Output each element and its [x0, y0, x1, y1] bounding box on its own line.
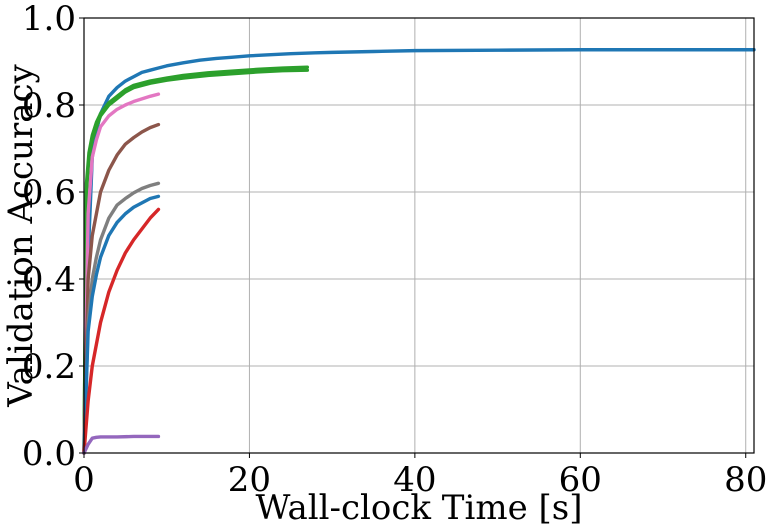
x-axis-ticks: 0 20 40 60 80 [73, 453, 767, 500]
series-line-7 [82, 194, 161, 455]
y-tick-label: 1.0 [22, 0, 76, 39]
series-line-5 [82, 122, 161, 455]
y-axis-label: Validation Accuracy [1, 63, 41, 407]
x-tick-label: 0 [73, 460, 95, 500]
x-tick-label: 20 [228, 460, 271, 500]
series-line-8 [82, 207, 161, 455]
series-line-2 [82, 68, 310, 455]
series-line-3 [82, 65, 310, 455]
plot-frame [83, 17, 755, 454]
y-tick-label: 0.6 [22, 173, 76, 213]
series-line-4 [82, 92, 161, 455]
y-tick-label: 0.2 [22, 347, 76, 387]
series-lines [82, 48, 756, 455]
y-tick-label: 0.4 [22, 260, 76, 300]
series-line-6 [82, 181, 161, 455]
y-tick-label: 0.0 [22, 434, 76, 474]
series-line-9 [82, 434, 161, 455]
y-axis-ticks: 0.0 0.2 0.4 0.6 0.8 1.0 [22, 0, 84, 474]
series-line-1 [82, 48, 756, 455]
y-tick-label: 0.8 [22, 86, 76, 126]
grid-lines [83, 17, 754, 454]
x-tick-label: 40 [393, 460, 436, 500]
x-tick-label: 60 [559, 460, 602, 500]
x-tick-label: 80 [724, 460, 767, 500]
x-axis-label: Wall-clock Time [s] [255, 488, 582, 528]
